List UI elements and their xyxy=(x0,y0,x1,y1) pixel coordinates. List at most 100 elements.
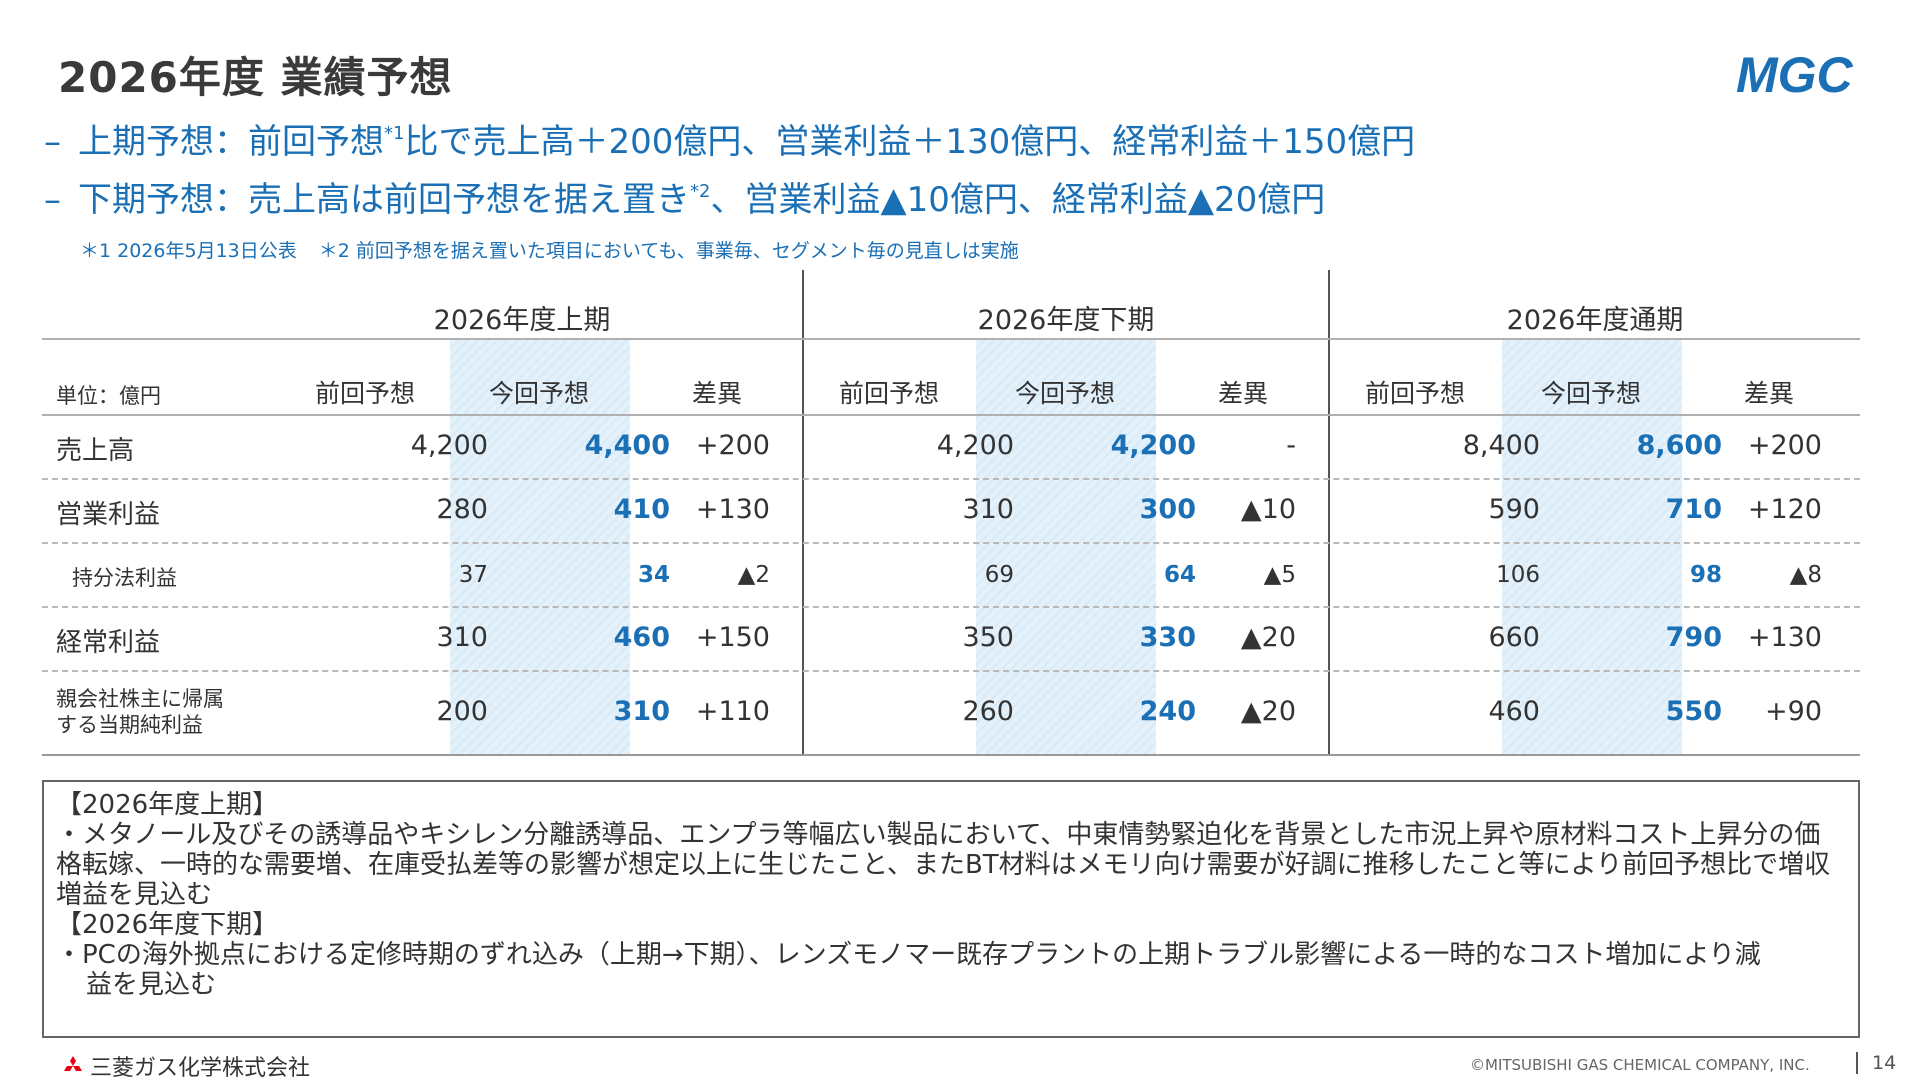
comment-second-half-cont: 益を見込む xyxy=(86,970,217,1000)
table-cell: +150 xyxy=(695,622,770,653)
table-cell: 8,600 xyxy=(1636,430,1722,461)
table-cell: 460 xyxy=(1488,696,1540,727)
table-cell: ▲10 xyxy=(1240,494,1296,525)
table-bottom-line xyxy=(42,754,1860,756)
table-cell: 69 xyxy=(984,562,1014,588)
table-cell: ▲20 xyxy=(1240,696,1296,727)
unit-label: 単位：億円 xyxy=(56,384,161,408)
bullet-text: 下期予想：売上高は前回予想を据え置き xyxy=(78,180,690,220)
table-cell: 37 xyxy=(458,562,488,588)
table-cell: 410 xyxy=(613,494,670,525)
table-cell: ▲8 xyxy=(1789,562,1822,588)
table-cell: 310 xyxy=(613,696,670,727)
table-cell: 8,400 xyxy=(1462,430,1540,461)
company-name: 三菱ガス化学株式会社 xyxy=(90,1056,311,1080)
footnote-1: ＊1 2026年5月13日公表 xyxy=(80,240,297,262)
commentary-box: 【2026年度上期】 ・メタノール及びその誘導品やキシレン分離誘導品、エンプラ等… xyxy=(42,780,1860,1038)
company-logo: 三菱ガス化学株式会社 xyxy=(62,1050,310,1080)
table-cell: 260 xyxy=(962,696,1014,727)
row-divider xyxy=(42,670,1860,672)
table-cell: +130 xyxy=(695,494,770,525)
table-cell: 200 xyxy=(436,696,488,727)
table-cell: 98 xyxy=(1689,562,1722,588)
col-header-previous: 前回予想 xyxy=(838,379,939,408)
table-cell: 790 xyxy=(1665,622,1722,653)
row-label-line: 親会社株主に帰属 xyxy=(56,687,224,711)
row-divider xyxy=(42,606,1860,608)
footnote-ref: *2 xyxy=(690,181,711,202)
bullet-second-half: – 下期予想：売上高は前回予想を据え置き*2、営業利益▲10億円、経常利益▲20億… xyxy=(44,172,1325,221)
col-header-diff: 差異 xyxy=(1217,379,1268,408)
comment-second-half: ・PCの海外拠点における定修時期のずれ込み（上期→下期）、レンズモノマー既存プラ… xyxy=(56,940,1761,970)
row-label-equity-income: 持分法利益 xyxy=(72,566,177,590)
bullet-text: 、営業利益▲10億円、経常利益▲20億円 xyxy=(710,180,1326,220)
page-title: 2026年度 業績予想 xyxy=(58,53,453,102)
bullet-first-half: – 上期予想：前回予想*1比で売上高＋200億円、営業利益＋130億円、経常利益＋… xyxy=(44,114,1415,163)
group-separator xyxy=(802,270,804,756)
row-label-net-income: 親会社株主に帰属 する当期純利益 xyxy=(56,686,224,738)
header-bottom-divider xyxy=(42,414,1860,416)
table-cell: 64 xyxy=(1163,562,1196,588)
copyright: ©MITSUBISHI GAS CHEMICAL COMPANY, INC. xyxy=(1470,1056,1810,1074)
table-cell: +90 xyxy=(1765,696,1822,727)
col-header-current: 今回予想 xyxy=(1540,379,1641,408)
row-label-sales: 売上高 xyxy=(56,436,135,466)
col-header-diff: 差異 xyxy=(691,379,742,408)
table-cell: 4,200 xyxy=(410,430,488,461)
table-cell: 710 xyxy=(1665,494,1722,525)
current-column-shade xyxy=(1502,340,1682,756)
comment-first-half: ・メタノール及びその誘導品やキシレン分離誘導品、エンプラ等幅広い製品において、中… xyxy=(56,820,1831,910)
table-cell: - xyxy=(1286,430,1296,461)
group-header-second-half: 2026年度下期 xyxy=(977,305,1155,336)
bullet-dash: – xyxy=(44,180,61,220)
table-cell: ▲2 xyxy=(737,562,770,588)
comment-heading-first-half: 【2026年度上期】 xyxy=(56,790,279,820)
table-cell: 106 xyxy=(1496,562,1540,588)
table-cell: ▲5 xyxy=(1263,562,1296,588)
table-cell: 4,400 xyxy=(584,430,670,461)
row-divider xyxy=(42,478,1860,480)
footnote-ref: *1 xyxy=(384,123,405,144)
logo-text: MGC xyxy=(1736,47,1854,100)
table-cell: 550 xyxy=(1665,696,1722,727)
page-separator xyxy=(1856,1052,1858,1074)
table-cell: +120 xyxy=(1747,494,1822,525)
row-label-ordinary-income: 経常利益 xyxy=(56,628,161,658)
table-cell: 310 xyxy=(436,622,488,653)
table-cell: 590 xyxy=(1488,494,1540,525)
col-header-previous: 前回予想 xyxy=(1364,379,1465,408)
group-header-first-half: 2026年度上期 xyxy=(433,305,611,336)
table-cell: 460 xyxy=(613,622,670,653)
current-column-shade xyxy=(976,340,1156,756)
table-cell: 240 xyxy=(1139,696,1196,727)
forecast-table: 2026年度上期 2026年度下期 2026年度通期 単位：億円 前回予想 今回… xyxy=(42,270,1860,756)
table-cell: 330 xyxy=(1139,622,1196,653)
footnotes: ＊1 2026年5月13日公表 ＊2 前回予想を据え置いた項目においても、事業毎、… xyxy=(80,236,1041,263)
table-cell: +110 xyxy=(695,696,770,727)
current-column-shade xyxy=(450,340,630,756)
comment-heading-second-half: 【2026年度下期】 xyxy=(56,910,279,940)
bullet-text: 比で売上高＋200億円、営業利益＋130億円、経常利益＋150億円 xyxy=(404,122,1416,162)
table-cell: 4,200 xyxy=(936,430,1014,461)
row-divider xyxy=(42,542,1860,544)
group-separator xyxy=(1328,270,1330,756)
table-cell: 280 xyxy=(436,494,488,525)
bullet-dash: – xyxy=(44,122,61,162)
table-cell: 34 xyxy=(637,562,670,588)
col-header-previous: 前回予想 xyxy=(314,379,415,408)
footnote-2: ＊2 前回予想を据え置いた項目においても、事業毎、セグメント毎の見直しは実施 xyxy=(318,240,1019,262)
col-header-current: 今回予想 xyxy=(1014,379,1115,408)
bullet-text: 上期予想：前回予想 xyxy=(78,122,384,162)
col-header-current: 今回予想 xyxy=(488,379,589,408)
table-cell: 300 xyxy=(1139,494,1196,525)
table-cell: +200 xyxy=(695,430,770,461)
group-header-full-year: 2026年度通期 xyxy=(1506,305,1684,336)
row-label-line: する当期純利益 xyxy=(56,713,203,737)
table-cell: ▲20 xyxy=(1240,622,1296,653)
mgc-logo: MGC xyxy=(1736,47,1854,100)
table-cell: 4,200 xyxy=(1110,430,1196,461)
col-header-diff: 差異 xyxy=(1743,379,1794,408)
table-cell: +130 xyxy=(1747,622,1822,653)
table-cell: 660 xyxy=(1488,622,1540,653)
table-cell: 350 xyxy=(962,622,1014,653)
